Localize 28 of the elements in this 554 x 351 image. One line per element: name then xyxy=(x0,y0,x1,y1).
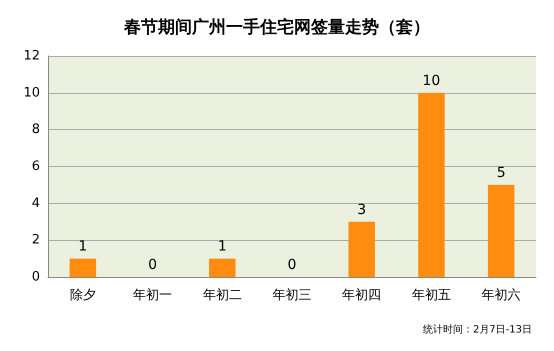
y-tick-label: 2 xyxy=(32,232,40,248)
y-tick-label: 4 xyxy=(32,196,40,211)
x-tick-label: 年初三 xyxy=(272,288,312,303)
y-tick-label: 0 xyxy=(32,270,40,284)
y-tick-label: 8 xyxy=(32,122,40,138)
x-tick-label: 年初二 xyxy=(202,288,242,303)
data-label: 3 xyxy=(357,202,366,218)
bar xyxy=(348,222,375,277)
y-tick-label: 12 xyxy=(23,48,40,64)
data-label: 0 xyxy=(288,257,296,273)
chart-title: 春节期间广州一手住宅网签量走势（套） xyxy=(123,18,430,38)
data-label: 1 xyxy=(218,238,227,255)
y-tick-label: 10 xyxy=(23,85,40,100)
x-tick-label: 年初四 xyxy=(342,288,382,303)
x-tick-label: 年初六 xyxy=(482,288,521,303)
bar xyxy=(488,184,514,277)
bar xyxy=(70,258,96,277)
bar xyxy=(209,258,236,277)
x-tick-label: 除夕 xyxy=(70,288,96,303)
x-tick-label: 年初一 xyxy=(133,288,172,303)
bar xyxy=(418,92,445,277)
data-label: 0 xyxy=(148,257,158,273)
data-label: 1 xyxy=(78,238,88,255)
data-label: 5 xyxy=(496,164,506,181)
x-tick-label: 年初五 xyxy=(412,288,451,303)
y-tick-label: 6 xyxy=(32,159,40,174)
text: 统计时间：2月7日-13日 xyxy=(422,324,532,336)
data-label: 10 xyxy=(422,72,440,89)
